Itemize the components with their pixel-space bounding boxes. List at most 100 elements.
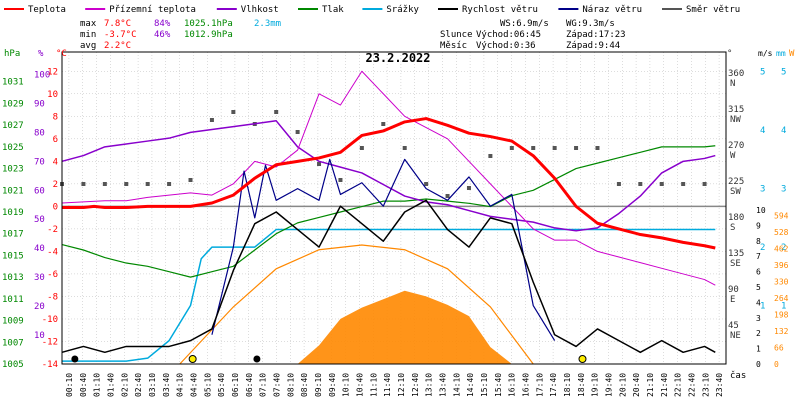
wm2-tick-label: 330 — [774, 278, 789, 287]
wind-direction-point — [659, 182, 664, 186]
wind-direction-point — [574, 146, 579, 150]
hpa-tick-label: 1017 — [2, 230, 24, 240]
wind-direction-point — [359, 146, 364, 150]
wind-direction-point — [552, 146, 557, 150]
ms-lower-tick-label: 7 — [756, 252, 761, 261]
x-tick-label: 13:40 — [438, 373, 447, 397]
x-tick-label: 01:40 — [106, 373, 115, 397]
x-tick-label: 15:40 — [494, 373, 503, 397]
x-tick-label: 00:10 — [65, 373, 74, 397]
hpa-tick-label: 1013 — [2, 273, 24, 283]
temp-tick-label: -10 — [42, 315, 58, 325]
moonset-marker — [253, 355, 261, 363]
x-tick-label: 12:10 — [397, 373, 406, 397]
pct-tick-label: 100 — [34, 70, 50, 80]
wm2-tick-label: 66 — [774, 344, 784, 353]
x-tick-label: 16:40 — [521, 373, 530, 397]
stats-min-label: min — [80, 30, 96, 40]
wm2-tick-label: 528 — [774, 228, 789, 237]
x-tick-label: 14:40 — [466, 373, 475, 397]
deg-tick-label: 135 — [728, 249, 744, 259]
hpa-tick-label: 1023 — [2, 165, 24, 175]
x-tick-label: 21:40 — [660, 373, 669, 397]
x-tick-label: 17:40 — [549, 373, 558, 397]
hpa-tick-label: 1011 — [2, 295, 24, 305]
pct-tick-label: 60 — [34, 186, 45, 196]
deg-tick-label: 45 — [728, 321, 739, 331]
x-tick-label: 07:10 — [259, 373, 268, 397]
temp-tick-label: -8 — [47, 292, 58, 302]
time-unit-label: čas — [730, 370, 746, 381]
pct-tick-label: 30 — [34, 273, 45, 283]
legend-item-label: Tlak — [322, 5, 344, 15]
x-tick-label: 10:10 — [342, 373, 351, 397]
x-tick-label: 06:10 — [231, 373, 240, 397]
wind-direction-point — [381, 122, 386, 126]
hpa-tick-label: 1019 — [2, 208, 24, 218]
x-tick-label: 23:40 — [715, 373, 724, 397]
axes: 1005100710091011101310151017101910211023… — [2, 49, 795, 397]
x-tick-label: 00:40 — [79, 373, 88, 397]
ms-tick-label: 1 — [760, 302, 765, 312]
ms-lower-tick-label: 6 — [756, 268, 761, 277]
ms-tick-label: 2 — [760, 243, 765, 253]
hpa-tick-label: 1021 — [2, 186, 24, 196]
wm2-unit-label: W — [789, 49, 795, 59]
x-tick-label: 08:10 — [286, 373, 295, 397]
stats-max-label: max — [80, 19, 97, 29]
direction-label: SW — [730, 187, 741, 197]
pct-tick-label: 50 — [34, 215, 45, 225]
legend-item-label: Srážky — [386, 5, 419, 15]
ms-lower-tick-label: 3 — [756, 314, 761, 323]
wind-direction-point — [509, 146, 514, 150]
x-tick-label: 19:40 — [604, 373, 613, 397]
x-tick-label: 05:40 — [217, 373, 226, 397]
x-tick-label: 16:10 — [508, 373, 517, 397]
x-tick-label: 21:10 — [646, 373, 655, 397]
wind-direction-point — [531, 146, 536, 150]
legend-item-label: Teplota — [28, 5, 66, 15]
ms-tick-label: 5 — [760, 68, 765, 78]
sun-set-info: Západ:17:23 — [566, 30, 626, 40]
ms-tick-label: 3 — [760, 185, 765, 195]
x-tick-label: 09:40 — [328, 373, 337, 397]
wind-direction-point — [424, 182, 429, 186]
x-tick-label: 22:10 — [674, 373, 683, 397]
wind-direction-point — [295, 130, 300, 134]
wm2-tick-label: 132 — [774, 327, 789, 336]
x-tick-label: 02:10 — [120, 373, 129, 397]
moon-set-info: Západ:9:44 — [566, 41, 620, 51]
temp-tick-label: 4 — [53, 157, 58, 167]
wind-direction-point — [209, 118, 214, 122]
x-tick-label: 07:40 — [272, 373, 281, 397]
hpa-tick-label: 1015 — [2, 251, 24, 261]
legend-item-label: Vlhkost — [241, 5, 279, 15]
wind-direction-point — [488, 154, 493, 158]
direction-label: W — [730, 151, 736, 161]
wind-direction-point — [681, 182, 686, 186]
stats-min-press: 1012.9hPa — [184, 30, 233, 40]
legend-item-label: Rychlost větru — [462, 5, 538, 15]
direction-label: N — [730, 79, 735, 89]
wind-direction-point — [188, 178, 193, 182]
wind-direction-point — [595, 146, 600, 150]
wind-direction-point — [145, 182, 150, 186]
ms-lower-tick-label: 10 — [756, 206, 766, 215]
stats-max-temp: 7.8°C — [104, 19, 131, 29]
gust-series-line — [211, 158, 556, 341]
ms-lower-tick-label: 9 — [756, 221, 761, 230]
wm2-tick-label: 0 — [774, 360, 779, 369]
deg-tick-label: 360 — [728, 69, 744, 79]
pct-unit-label: % — [38, 49, 44, 59]
pct-tick-label: 70 — [34, 157, 45, 167]
mm-tick-label: 1 — [781, 302, 786, 312]
wind-direction-point — [102, 182, 107, 186]
deg-tick-label: 315 — [728, 105, 744, 115]
hpa-tick-label: 1007 — [2, 338, 24, 348]
deg-tick-label: 270 — [728, 141, 744, 151]
moon-info-label: Měsíc — [440, 41, 467, 51]
ms-lower-tick-label: 1 — [756, 345, 761, 354]
plot-area — [60, 52, 726, 365]
wind-direction-point — [466, 186, 471, 190]
